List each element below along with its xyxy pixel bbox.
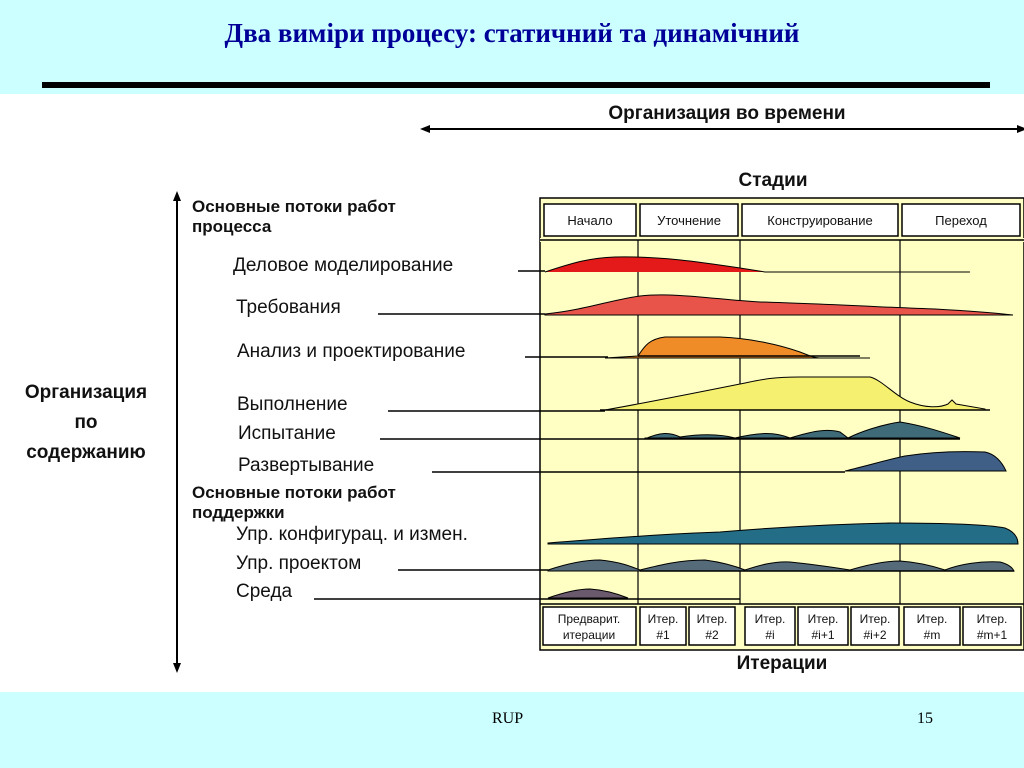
- iteration-label-i1-a: Итер.: [808, 612, 839, 626]
- workflow-label-requirements: Требования: [236, 297, 341, 318]
- iteration-label-1b: #1: [656, 628, 670, 642]
- workflow-baselines: [548, 355, 1014, 600]
- phase-box-transition: [901, 203, 1021, 237]
- phase-box-construction: [741, 203, 899, 237]
- iteration-box-m1: [962, 606, 1022, 646]
- workflow-label-implementation: Выполнение: [237, 394, 348, 415]
- workflow-label-analysis-design: Анализ и проектирование: [237, 341, 465, 362]
- curve-analysis-design: [604, 336, 870, 359]
- footer-label: RUP: [492, 710, 524, 727]
- workflow-label-project-mgmt: Упр. проектом: [236, 553, 361, 574]
- title-rule: [42, 82, 990, 88]
- workflow-label-environment: Среда: [236, 581, 293, 602]
- iteration-label-i2-b: #i+2: [863, 628, 886, 642]
- workflow-label-testing: Испытание: [238, 423, 336, 444]
- core-workflows-header-line2: процесса: [192, 217, 272, 236]
- chart-area: [539, 197, 1024, 651]
- iteration-label-preliminary-1: Предварит.: [558, 612, 621, 626]
- rup-process-diagram: Организация во времени Организация по со…: [25, 103, 1024, 674]
- iteration-label-m-b: #m: [924, 628, 941, 642]
- phase-label-construction: Конструирование: [767, 213, 872, 228]
- time-axis-label: Организация во времени: [608, 103, 845, 124]
- phase-box-elaboration: [639, 203, 739, 237]
- curve-config-change-mgmt: [547, 522, 1019, 545]
- curve-implementation: [604, 376, 986, 411]
- iteration-box-2: [688, 606, 736, 646]
- phase-label-elaboration: Уточнение: [657, 213, 721, 228]
- slide-title: Два виміри процесу: статичний та динаміч…: [224, 18, 800, 48]
- diagram-panel: Организация во времени Организация по со…: [0, 94, 1024, 692]
- iteration-label-i-a: Итер.: [755, 612, 786, 626]
- stages-label: Стадии: [738, 170, 807, 191]
- phase-header: Начало Уточнение Конструирование Переход: [543, 203, 1021, 237]
- iteration-box-1: [639, 606, 687, 646]
- iteration-label-m1-a: Итер.: [977, 612, 1008, 626]
- iteration-box-m: [903, 606, 961, 646]
- phase-label-transition: Переход: [935, 213, 987, 228]
- iteration-label-preliminary-2: итерации: [563, 628, 615, 642]
- curve-requirements: [544, 294, 1014, 316]
- iteration-label-m1-b: #m+1: [977, 628, 1008, 642]
- iteration-box-i2: [850, 606, 900, 646]
- phase-box-inception: [543, 203, 637, 237]
- iteration-row: Предварит. итерации Итер. #1 Итер. #2 Ит…: [540, 603, 1024, 646]
- iteration-label-i2-a: Итер.: [860, 612, 891, 626]
- iteration-label-1a: Итер.: [648, 612, 679, 626]
- iterations-label: Итерации: [737, 653, 828, 674]
- support-workflows-header-line2: поддержки: [192, 503, 285, 522]
- content-axis-label-line2: по: [74, 412, 97, 433]
- content-axis-label-line1: Организация: [25, 382, 147, 403]
- iteration-label-i-b: #i: [765, 628, 774, 642]
- support-workflows-header-line1: Основные потоки работ: [192, 483, 396, 502]
- iteration-label-i1-b: #i+1: [811, 628, 834, 642]
- workflow-curves: [544, 256, 1019, 599]
- phase-label-inception: Начало: [567, 213, 612, 228]
- iteration-box-preliminary: [542, 606, 637, 646]
- iteration-label-m-a: Итер.: [917, 612, 948, 626]
- iteration-box-i: [744, 606, 796, 646]
- core-workflows-header-line1: Основные потоки работ: [192, 197, 396, 216]
- curve-project-mgmt: [547, 559, 1015, 572]
- iteration-box-i1: [797, 606, 849, 646]
- curve-environment: [547, 588, 629, 599]
- workflow-label-business-modeling: Деловое моделирование: [233, 255, 453, 276]
- curve-business-modeling: [544, 256, 970, 273]
- workflow-labels: Деловое моделирование Требования Анализ …: [233, 255, 845, 602]
- curve-testing: [644, 421, 961, 440]
- content-axis-label-line3: содержанию: [26, 442, 146, 463]
- workflow-label-deployment: Развертывание: [238, 455, 374, 476]
- iteration-label-2b: #2: [705, 628, 719, 642]
- iteration-label-2a: Итер.: [697, 612, 728, 626]
- workflow-label-config-change-mgmt: Упр. конфигурац. и измен.: [236, 524, 468, 545]
- page-number: 15: [917, 710, 933, 727]
- curve-deployment: [844, 451, 1007, 472]
